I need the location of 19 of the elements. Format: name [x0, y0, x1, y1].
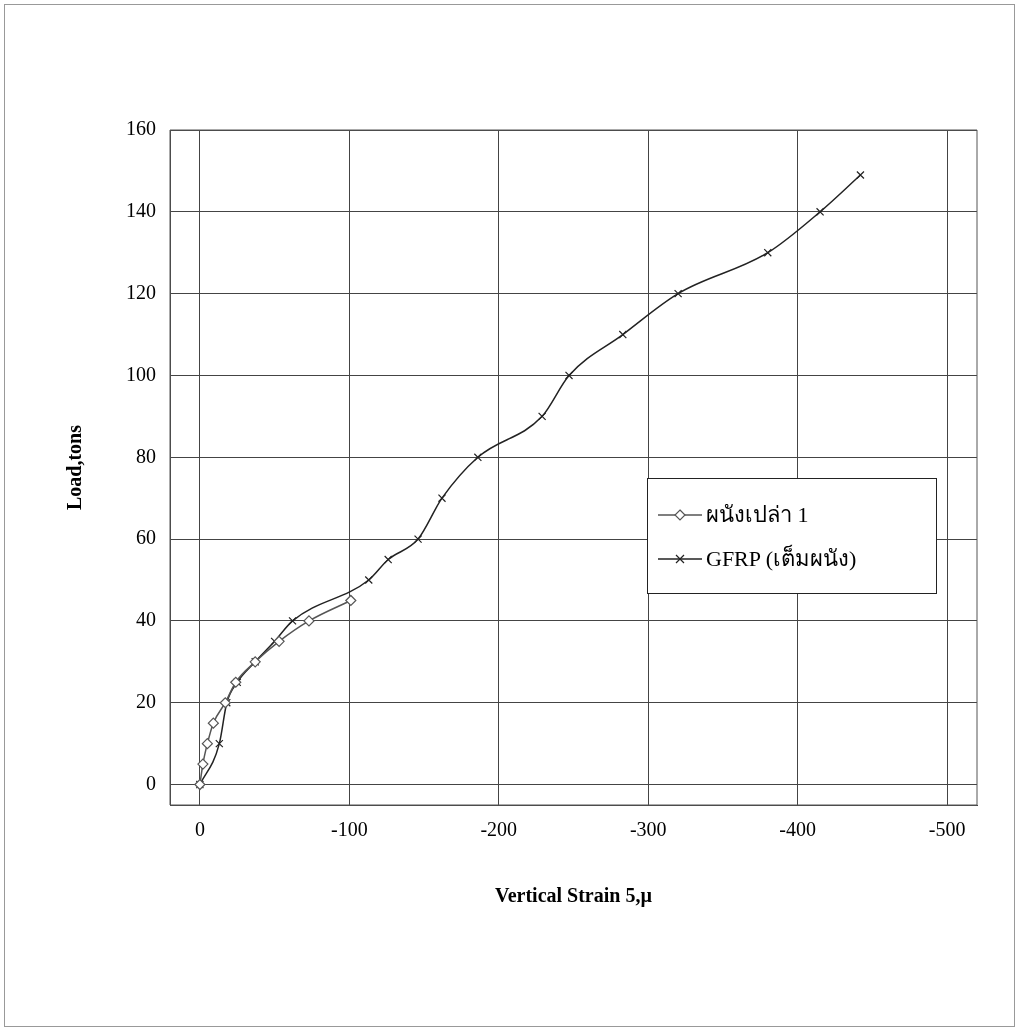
y-tick-label: 0 — [146, 771, 156, 794]
legend-label: GFRP (เต็มผนัง) — [706, 543, 857, 573]
x-tick-label: 0 — [194, 818, 205, 841]
y-tick-label: 80 — [136, 444, 156, 467]
x-tick-label: -400 — [779, 818, 816, 841]
y-tick-label: 40 — [136, 608, 156, 631]
y-axis-title: Load,tons — [63, 424, 86, 511]
y-tick-label: 100 — [126, 362, 156, 385]
y-tick-label: 120 — [126, 280, 156, 303]
x-tick-label: -100 — [331, 818, 368, 841]
x-tick-label: -200 — [480, 818, 518, 841]
legend-label: ผนังเปล่า 1 — [706, 501, 809, 529]
x-tick-label: -500 — [928, 818, 966, 841]
y-tick-label: 20 — [136, 689, 156, 712]
y-tick-label: 60 — [136, 526, 156, 549]
x-tick-label: -300 — [629, 818, 667, 841]
y-tick-label: 160 — [126, 117, 156, 140]
y-tick-label: 140 — [126, 199, 156, 222]
x-axis-title: Vertical Strain 5,µ — [495, 884, 653, 908]
